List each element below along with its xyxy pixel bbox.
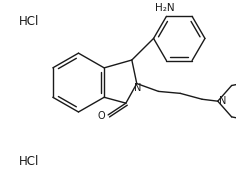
Text: HCl: HCl	[19, 155, 40, 167]
Text: N: N	[134, 84, 141, 93]
Text: N: N	[219, 96, 226, 106]
Text: H₂N: H₂N	[155, 3, 174, 13]
Text: O: O	[97, 111, 105, 121]
Text: HCl: HCl	[19, 15, 40, 28]
